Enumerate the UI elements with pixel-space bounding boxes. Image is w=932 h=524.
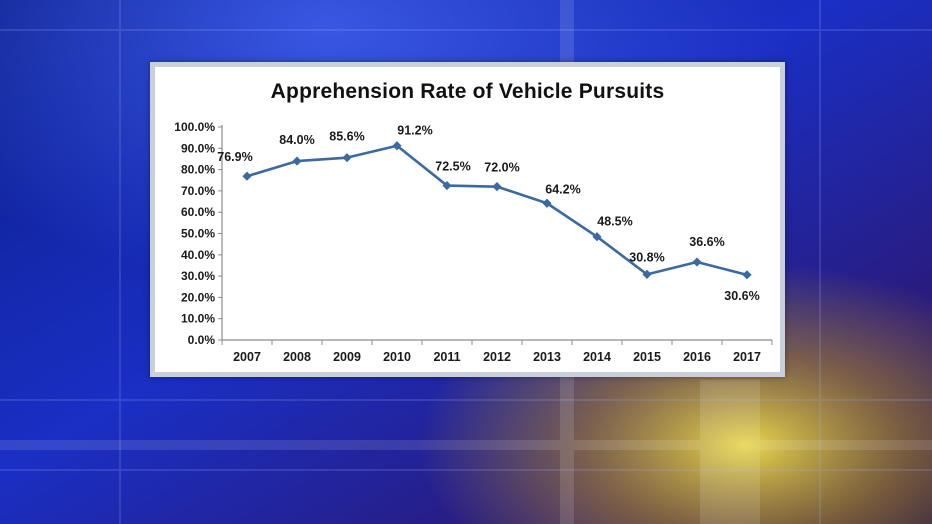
y-tick-label: 100.0% [174,120,215,134]
data-label: 91.2% [397,124,432,138]
x-tick-label: 2007 [233,350,261,364]
data-label: 36.6% [689,235,724,249]
x-axis: 2007 2008 2009 2010 2011 2012 2013 2014 2015 2016… [221,339,773,364]
y-tick-label: 20.0% [181,290,215,304]
data-label: 76.9% [217,150,252,164]
chart-card: Apprehension Rate of Vehicle Pursuits 0.… [150,62,785,377]
x-tick-label: 2014 [583,350,611,364]
y-tick-label: 90.0% [181,141,215,155]
data-point-marker [342,153,352,163]
data-point-marker [492,182,502,192]
x-tick-label: 2010 [383,350,411,364]
data-labels: 76.9% 84.0% 85.6% 91.2% 72.5% 72.0% 64.2% 48.5%… [217,124,759,303]
y-tick-label: 30.0% [181,269,215,283]
y-tick-label: 0.0% [188,333,216,347]
x-tick-label: 2009 [333,350,361,364]
data-point-marker [642,269,652,279]
y-tick-label: 80.0% [181,163,215,177]
data-label: 48.5% [597,215,632,229]
x-tick-label: 2017 [733,350,761,364]
data-label: 30.8% [629,250,664,264]
y-tick-label: 10.0% [181,312,215,326]
x-tick-label: 2011 [433,350,460,364]
x-tick-label: 2013 [533,350,561,364]
x-tick-label: 2016 [683,350,711,364]
data-point-marker [242,171,252,181]
y-tick-label: 60.0% [181,205,215,219]
y-tick-label: 50.0% [181,227,215,241]
data-label: 72.0% [484,161,519,175]
x-tick-label: 2015 [633,350,661,364]
data-point-marker [742,270,752,280]
data-label: 30.6% [724,289,759,303]
data-point-marker [692,257,702,267]
data-label: 84.0% [279,133,314,147]
data-point-marker [542,198,552,208]
chart-title: Apprehension Rate of Vehicle Pursuits [270,80,665,103]
data-point-marker [292,156,302,166]
y-tick-label: 70.0% [181,184,215,198]
data-label: 64.2% [545,182,580,196]
x-tick-label: 2008 [283,350,311,364]
y-axis: 0.0% 10.0% 20.0% 30.0% 40.0% 50.0% 60.0% 70.0% 8… [174,120,223,347]
x-tick-label: 2012 [483,350,511,364]
chart-plot: 0.0% 10.0% 20.0% 30.0% 40.0% 50.0% 60.0% 70.0% 8… [174,120,773,364]
data-label: 72.5% [435,160,470,174]
data-point-marker [592,232,602,242]
data-label: 85.6% [329,130,364,144]
data-point-marker [442,180,452,191]
y-tick-label: 40.0% [181,248,215,262]
data-point-marker [392,141,402,151]
